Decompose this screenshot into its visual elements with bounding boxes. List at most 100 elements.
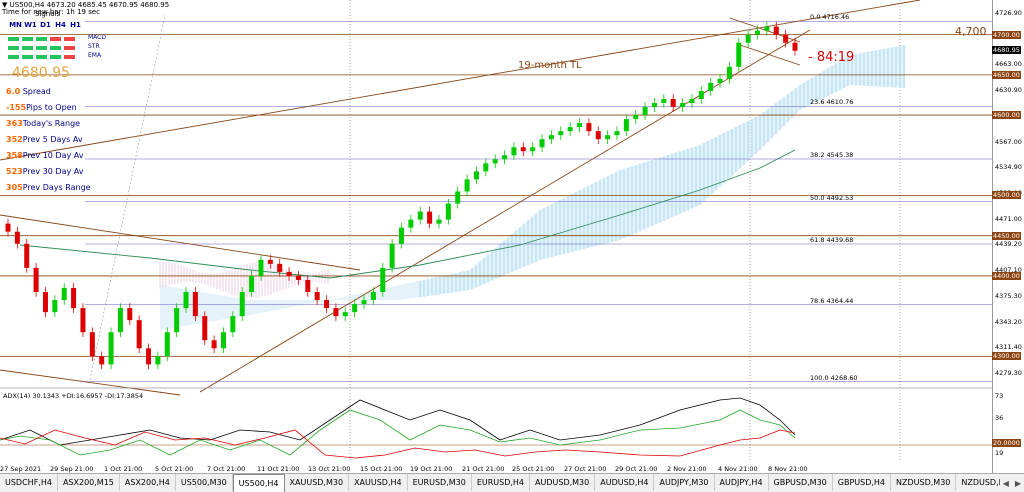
chart-tab[interactable]: AUDJPY,M30: [654, 474, 715, 491]
time-tick-label: 15 Oct 21:00: [360, 465, 403, 473]
chart-tab[interactable]: AUDUSD,H4: [595, 474, 655, 491]
bull-candle: [483, 163, 489, 172]
chart-tab[interactable]: ASX200,M15: [58, 474, 120, 491]
chart-canvas[interactable]: [0, 0, 1024, 473]
bear-candle: [520, 147, 526, 152]
chart-tab[interactable]: US500,M30: [176, 474, 233, 491]
trendline-annotation: 19-month TL: [518, 60, 582, 71]
stat-value: 305: [6, 183, 23, 192]
bear-candle: [202, 316, 208, 341]
bull-candle: [577, 123, 583, 128]
chart-tab[interactable]: XAUUSD,H4: [349, 474, 408, 491]
chart-tab[interactable]: NZDUSD,H4: [956, 474, 999, 491]
bull-candle: [539, 139, 545, 148]
bull-candle: [736, 42, 742, 67]
chart-tab[interactable]: GBPUSD,H4: [833, 474, 892, 491]
level-price-label: 4500.00: [992, 191, 1021, 200]
bull-candle: [239, 292, 245, 317]
bear-candle: [277, 263, 283, 272]
signal-label: STR: [88, 43, 100, 50]
bear-candle: [670, 98, 676, 108]
bull-candle: [164, 332, 170, 357]
tab-scroll-right-icon[interactable]: ▶: [1014, 478, 1021, 488]
trend-line-wedge-bottom: [739, 44, 801, 66]
bear-candle: [80, 308, 86, 333]
bear-candle: [595, 131, 601, 140]
bear-candle: [192, 292, 198, 317]
bear-candle: [427, 211, 433, 224]
bull-candle: [698, 90, 704, 99]
signal-indicator: [36, 55, 47, 59]
level-price-label: 4700.00: [992, 30, 1021, 39]
fib-level-label: 0.0 4716.46: [810, 13, 850, 22]
bull-candle: [445, 203, 451, 220]
stat-value: 352: [6, 135, 23, 144]
bull-candle: [108, 332, 114, 365]
chart-tab[interactable]: AUDJPY,H4: [715, 474, 769, 491]
time-tick-label: 7 Oct 21:00: [207, 465, 246, 473]
timeframe-label: D1: [40, 21, 51, 29]
chart-tab[interactable]: EURUSD,H4: [472, 474, 531, 491]
bull-candle: [174, 308, 180, 333]
chart-tab[interactable]: EURUSD,M30: [408, 474, 472, 491]
tab-list: USDCHF,H4 ASX200,M15 ASX200,H4 US500,M30 US5…: [0, 474, 1000, 492]
bull-candle: [220, 332, 226, 349]
bull-candle: [117, 308, 123, 333]
bull-candle: [417, 211, 423, 220]
time-tick-label: 21 Oct 21:00: [462, 465, 505, 473]
bull-candle: [399, 227, 404, 244]
signal-indicator: [64, 37, 75, 41]
moving-average-line: [19, 149, 796, 279]
time-tick-label: 5 Oct 21:00: [155, 465, 194, 473]
bull-candle: [764, 26, 770, 31]
timeframe-label: H4: [55, 21, 66, 29]
bull-candle: [567, 127, 573, 132]
stat-row: 352Prev 5 Days Av: [6, 135, 83, 144]
price-tick-label: 4279.30: [995, 369, 1022, 377]
bull-candle: [370, 292, 376, 301]
fib-level-label: 78.6 4364.44: [810, 296, 854, 305]
chart-tab[interactable]: GBPUSD,M30: [769, 474, 833, 491]
price-tick-label: 4439.20: [995, 240, 1022, 249]
bull-candle: [680, 103, 686, 108]
bear-candle: [99, 356, 105, 365]
stat-value: 358: [6, 151, 23, 160]
countdown-annotation: - 84:19: [808, 50, 855, 65]
time-tick-label: 13 Oct 21:00: [308, 465, 351, 473]
bull-candle: [361, 300, 367, 305]
tab-scroll-left-icon[interactable]: ◀: [1002, 478, 1009, 488]
trend-line-falling: [0, 214, 361, 271]
bull-candle: [436, 219, 442, 224]
level-price-label: 4600.00: [992, 111, 1021, 120]
adx-tick-label: 73: [995, 392, 1004, 400]
bull-candle: [548, 135, 554, 140]
bull-candle: [558, 131, 564, 136]
bear-candle: [314, 292, 320, 301]
chart-tab[interactable]: USDCHF,H4: [0, 474, 58, 491]
stat-label: Pips to Open: [26, 103, 77, 112]
stat-value: 363: [6, 119, 23, 128]
bull-candle: [183, 292, 189, 309]
fib-level-label: 61.8 4439.68: [810, 236, 854, 244]
chart-tab[interactable]: NZDUSD,M30: [891, 474, 957, 491]
price-chart[interactable]: ▼ US500,H4 4673.20 4685.45 4670.95 4680.…: [0, 0, 1024, 473]
bull-candle: [52, 300, 58, 313]
signal-indicator: [22, 46, 33, 50]
fib-level-label: 23.6 4610.76: [810, 98, 854, 107]
current-price-label: 4680.95: [992, 45, 1021, 54]
ichimoku-cloud: [160, 45, 905, 330]
bull-candle: [642, 107, 648, 116]
bear-candle: [42, 292, 48, 313]
fib-diagonal-line: [89, 14, 166, 381]
chart-tab[interactable]: US500,H4: [232, 474, 285, 492]
bull-candle: [61, 287, 67, 301]
chart-tab[interactable]: AUDUSD,M30: [530, 474, 596, 491]
bear-candle: [71, 287, 77, 309]
price-tick-label: 4567.00: [995, 137, 1022, 146]
bear-candle: [14, 231, 20, 244]
bull-candle: [623, 119, 629, 132]
chart-tab[interactable]: ASX200,H4: [120, 474, 176, 491]
time-tick-label: 11 Oct 21:00: [257, 465, 300, 473]
stat-row: 6.0 Spread: [6, 87, 51, 96]
chart-tab[interactable]: XAUUSD,M30: [285, 474, 350, 491]
